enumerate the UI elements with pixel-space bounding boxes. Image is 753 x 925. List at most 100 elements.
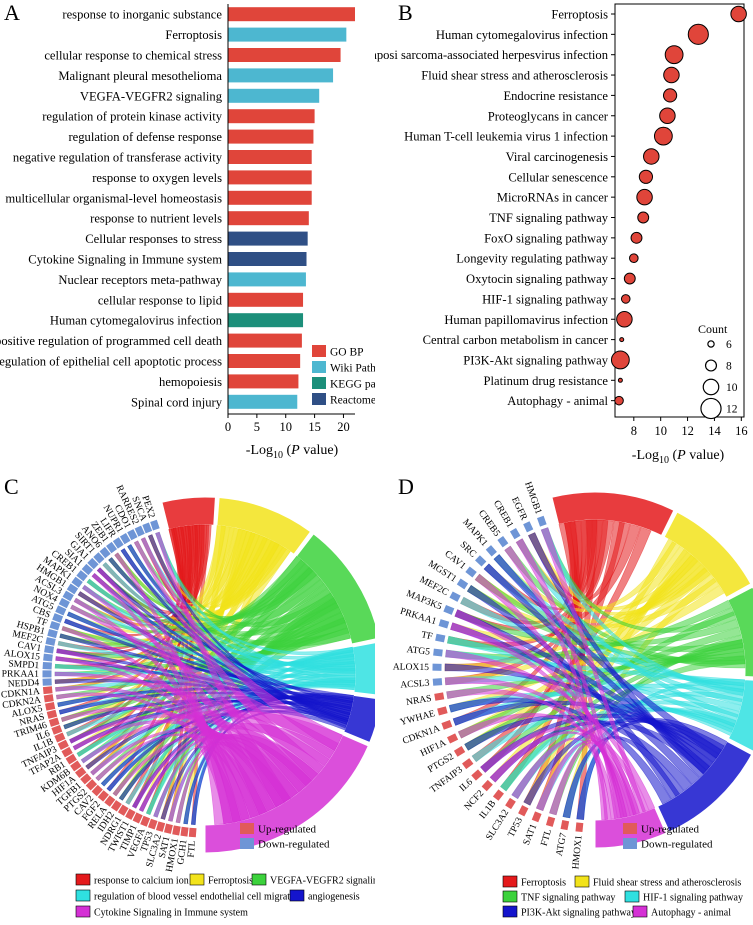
gene-block: [85, 779, 98, 791]
x-tick-label: 15: [308, 420, 321, 434]
data-point: [637, 211, 650, 224]
y-tick-label: Kaposi sarcoma-associated herpesvirus in…: [375, 48, 609, 62]
data-point: [662, 88, 678, 103]
gene-block: [432, 663, 442, 671]
panel-letter-b: B: [398, 0, 413, 25]
y-tick-label: Fluid shear stress and atherosclerosis: [421, 69, 608, 83]
gene-block: [140, 815, 151, 827]
gene-block: [453, 746, 466, 757]
bar: [228, 252, 307, 266]
panel-c-chord-diagram: FTLGCH1HMOX1SAT1SLC3A2TP53VEGFATIMP1TWIS…: [1, 483, 375, 919]
bar: [228, 354, 301, 368]
gene-block: [435, 633, 446, 643]
legend-swatch: [502, 905, 518, 918]
data-point: [623, 272, 636, 285]
size-legend-circle: [702, 378, 720, 396]
bar: [228, 68, 334, 83]
legend-swatch: [632, 905, 648, 918]
legend-label: HIF-1 signaling pathway: [643, 893, 743, 904]
gene-label: ATG5: [406, 644, 431, 658]
size-legend-circle: [707, 340, 715, 348]
data-point: [614, 395, 624, 406]
gene-block: [132, 812, 143, 824]
gene-label: FTL: [539, 828, 554, 848]
legend-label: TNF signaling pathway: [521, 893, 615, 904]
legend-label: Down-regulated: [641, 839, 713, 851]
legend-swatch: [623, 838, 637, 849]
chord: [140, 537, 343, 752]
bar: [228, 272, 306, 287]
gene-block: [93, 552, 105, 564]
gene-block: [119, 532, 131, 545]
data-point: [653, 126, 673, 146]
legend-swatch: [75, 905, 91, 918]
y-tick-label: Human cytomegalovirus infection: [436, 28, 609, 42]
x-axis-label: -Log10 (P value): [246, 443, 339, 461]
gene-block: [497, 535, 509, 548]
bar: [228, 211, 309, 226]
legend-label: Ferroptosis: [208, 876, 253, 887]
legend-label: GO BP: [330, 347, 364, 359]
data-point: [664, 45, 684, 65]
gene-block: [142, 522, 153, 534]
gene-block: [99, 546, 111, 559]
x-tick-label: 5: [254, 420, 260, 434]
legend-label: VEGFA-VEGFR2 signaling: [270, 876, 375, 887]
chord: [447, 635, 737, 727]
term-arc: [161, 496, 216, 531]
gene-block: [441, 720, 453, 730]
gene-block: [48, 717, 60, 727]
gene-block: [65, 753, 77, 765]
legend-label: Wiki Pathways: [330, 363, 375, 375]
gene-block: [188, 827, 197, 838]
data-point: [620, 294, 631, 304]
gene-label: SMPD1: [8, 658, 40, 671]
gene-block: [437, 706, 448, 716]
y-tick-label: Human T-cell leukemia virus 1 infection: [404, 130, 609, 144]
y-tick-label: Cytokine Signaling in Immune system: [28, 253, 222, 267]
gene-block: [76, 570, 88, 582]
bar: [228, 27, 347, 42]
panel-letter-a: A: [4, 0, 20, 25]
chord: [528, 532, 707, 778]
chord: [540, 527, 647, 814]
bar: [228, 190, 312, 205]
legend-swatch: [574, 875, 590, 888]
gene-block: [462, 758, 474, 770]
gene-block: [42, 670, 52, 678]
bar: [228, 150, 312, 164]
gene-label: ATG7: [554, 832, 569, 857]
gene-block: [87, 557, 99, 570]
legend-swatch: [502, 890, 518, 903]
size-legend-label: 8: [726, 361, 732, 373]
y-tick-label: Endocrine resistance: [503, 89, 608, 103]
gene-block: [164, 823, 173, 834]
legend-label: PI3K-Akt signaling pathway: [521, 908, 636, 919]
gene-block: [518, 805, 529, 817]
plot-frame: [614, 3, 745, 418]
gene-block: [42, 661, 52, 670]
data-point: [636, 188, 653, 206]
legend-swatch: [624, 890, 640, 903]
legend-label: Down-regulated: [258, 839, 330, 851]
bar: [228, 313, 304, 328]
gene-label: TF: [35, 615, 49, 629]
legend-swatch: [251, 873, 267, 886]
gene-block: [43, 694, 54, 703]
gene-block: [66, 583, 79, 595]
data-point: [687, 23, 709, 45]
gene-block: [449, 591, 461, 602]
gene-block: [456, 578, 469, 590]
size-legend-label: 12: [726, 404, 738, 416]
gene-block: [134, 525, 145, 537]
bar: [228, 48, 341, 62]
x-tick-label: 14: [708, 424, 721, 438]
gene-block: [104, 795, 116, 807]
gene-block: [155, 821, 166, 832]
legend-swatch: [502, 875, 518, 888]
gene-label: TF: [420, 629, 433, 642]
chord: [493, 554, 723, 759]
legend-label: angiogenesis: [308, 892, 360, 903]
y-tick-label: regulation of protein kinase activity: [42, 110, 222, 124]
gene-block: [443, 605, 455, 615]
